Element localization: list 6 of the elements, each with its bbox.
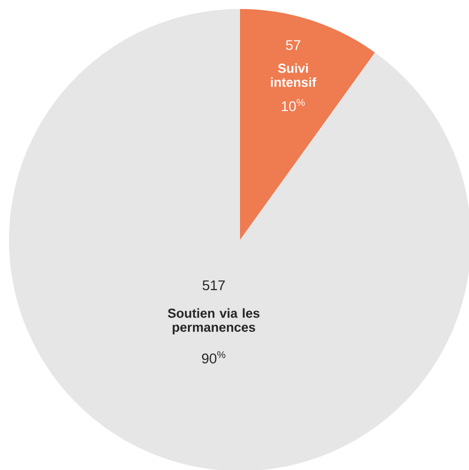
- data-label: 517: [202, 280, 225, 290]
- text: 90$^{%}$: [202, 351, 226, 364]
- slice-label: Suivi intensif: [270, 63, 316, 87]
- data-label: 57: [286, 40, 300, 50]
- text: 10$^{%}$: [282, 99, 305, 112]
- slice-label: Soutien via les permanences: [168, 308, 260, 334]
